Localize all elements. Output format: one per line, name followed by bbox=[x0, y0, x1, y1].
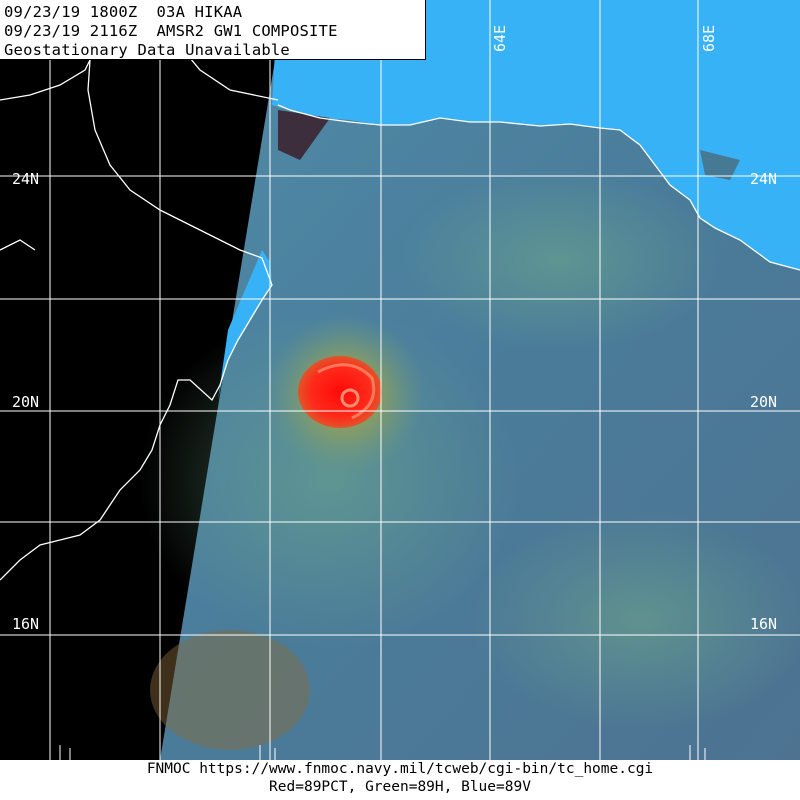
lat-lon-grid bbox=[0, 0, 800, 760]
land-oman bbox=[218, 250, 272, 400]
header-info-box: 09/23/19 1800Z 03A HIKAA 09/23/19 2116Z … bbox=[0, 0, 426, 60]
lon-label-64e: 64E bbox=[491, 24, 509, 52]
lat-label-20n-left: 20N bbox=[12, 393, 40, 411]
footer-channels-line: Red=89PCT, Green=89H, Blue=89V bbox=[269, 779, 531, 795]
header-line-3: Geostationary Data Unavailable bbox=[4, 41, 290, 59]
storm-core bbox=[298, 356, 382, 428]
lat-label-24n-left: 24N bbox=[12, 170, 40, 188]
lat-label-20n-right: 20N bbox=[750, 393, 778, 411]
lat-label-16n-right: 16N bbox=[750, 615, 778, 633]
land-iran-pakistan bbox=[272, 0, 800, 270]
coastline-arabia bbox=[0, 59, 273, 581]
footer-credits: FNMOC https://www.fnmoc.navy.mil/tcweb/c… bbox=[0, 760, 800, 800]
lon-label-68e: 68E bbox=[700, 24, 718, 52]
lat-label-16n-left: 16N bbox=[12, 615, 40, 633]
lat-label-24n-right: 24N bbox=[750, 170, 778, 188]
coastline-north bbox=[277, 104, 800, 271]
header-line-1: 09/23/19 1800Z 03A HIKAA bbox=[4, 3, 243, 21]
header-line-2: 09/23/19 2116Z AMSR2 GW1 COMPOSITE bbox=[4, 22, 338, 40]
footer-url-line: FNMOC https://www.fnmoc.navy.mil/tcweb/c… bbox=[146, 761, 654, 777]
microwave-composite-map bbox=[0, 0, 800, 760]
